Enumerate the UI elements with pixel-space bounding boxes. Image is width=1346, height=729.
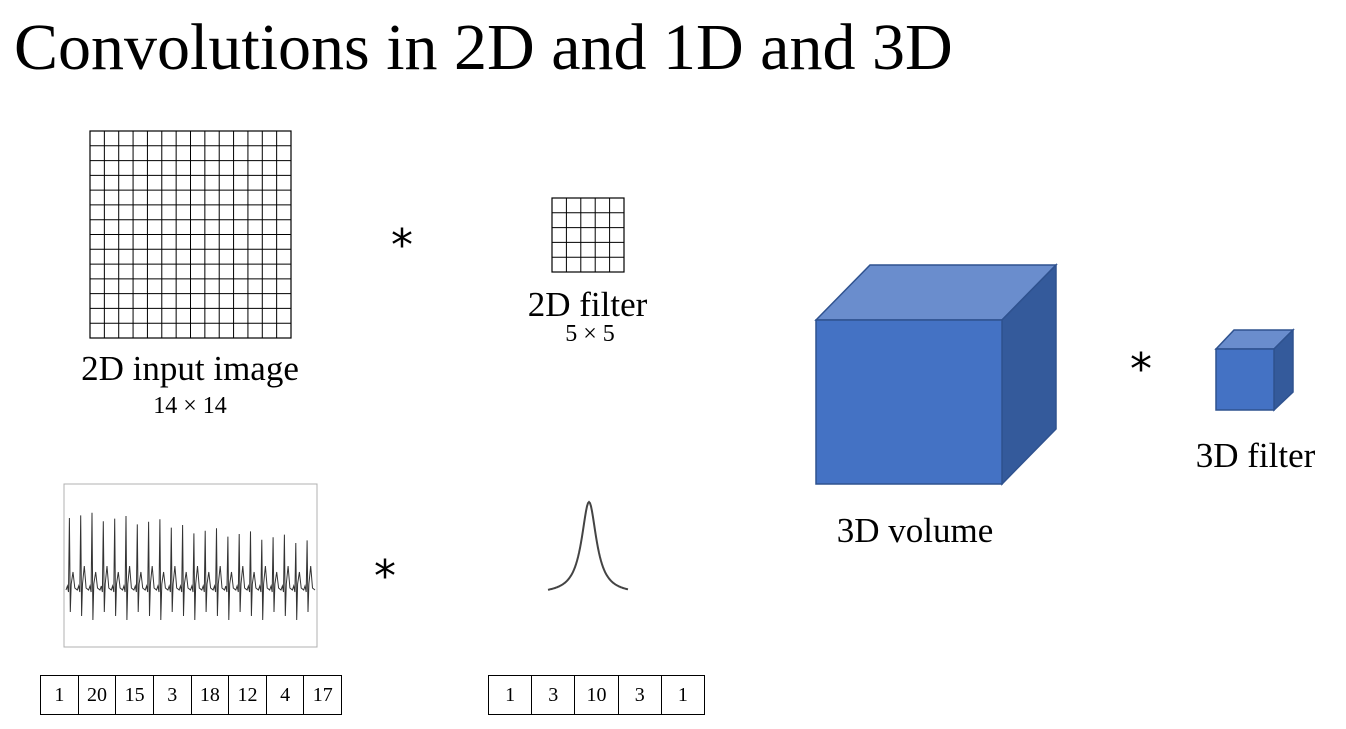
bell-curve [547, 500, 629, 591]
filter-cube-front [1215, 348, 1275, 411]
convolution-operator-1d: * [374, 551, 396, 602]
array-cell: 12 [228, 676, 266, 714]
convolution-operator-3d: * [1130, 344, 1152, 395]
grid-border [551, 197, 625, 273]
ecg-trace [65, 512, 316, 621]
array-cell: 3 [617, 676, 661, 714]
filter-array: 1 3 10 3 1 [488, 675, 705, 715]
volume-label: 3D volume [836, 511, 994, 550]
signal-array: 1 20 15 3 18 12 4 17 [40, 675, 342, 715]
array-cell: 1 [660, 676, 704, 714]
slide-title: Convolutions in 2D and 1D and 3D [14, 11, 953, 84]
array-cell: 18 [190, 676, 229, 714]
array-cell: 3 [531, 676, 574, 714]
volume-cube-front [815, 319, 1003, 485]
array-cell: 20 [77, 676, 116, 714]
array-cell: 4 [265, 676, 304, 714]
convolution-operator-2d: * [391, 220, 413, 271]
array-cell: 10 [574, 676, 617, 714]
input-image-size: 14 × 14 [153, 393, 227, 419]
array-cell: 15 [115, 676, 153, 714]
filter-2d-label: 2D filter [527, 285, 648, 324]
array-cell: 3 [152, 676, 191, 714]
array-cell: 17 [303, 676, 341, 714]
input-image-label: 2D input image [81, 349, 299, 388]
ecg-frame [63, 483, 318, 648]
array-cell: 1 [505, 683, 516, 706]
filter-3d-label: 3D filter [1195, 436, 1316, 475]
array-cell: 1 [54, 683, 65, 706]
filter-2d-size: 5 × 5 [565, 321, 615, 347]
